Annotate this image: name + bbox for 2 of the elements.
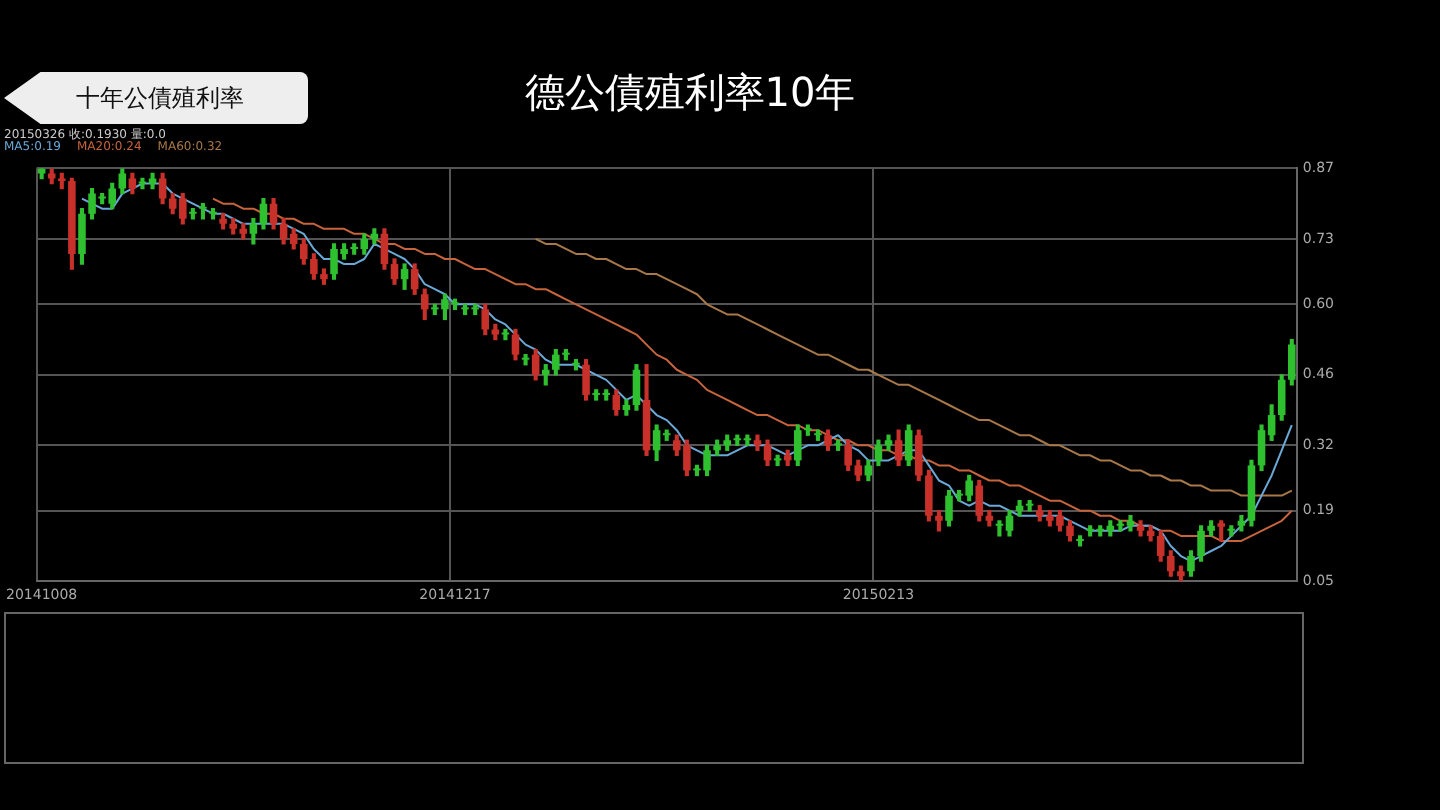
text: 十年公債殖利率 bbox=[76, 82, 244, 116]
chart-title: 德公債殖利率10年 bbox=[522, 66, 858, 120]
